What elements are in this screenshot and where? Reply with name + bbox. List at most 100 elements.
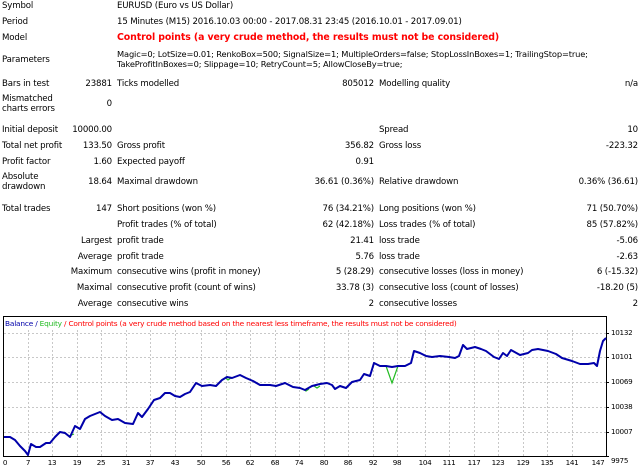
maximal-loss-label: consecutive loss (count of losses) — [379, 283, 519, 293]
model-label: Model — [2, 33, 28, 43]
largest-loss-label: loss trade — [379, 236, 420, 246]
absolute-drawdown-value: 18.64 — [88, 177, 112, 187]
x-tick-label: 104 — [418, 458, 432, 467]
y-tick-label: 9975 — [611, 456, 629, 465]
x-tick-label: 50 — [196, 458, 206, 467]
short-positions-label: Short positions (won %) — [117, 204, 216, 214]
spread-label: Spread — [379, 125, 409, 135]
chart-grid-vertical — [28, 330, 573, 456]
x-tick-label: 141 — [565, 458, 579, 467]
largest-profit-value: 21.41 — [350, 236, 374, 246]
legend-separator-2: / — [61, 319, 69, 328]
chart-legend: Balance / Equity / Control points (a ver… — [5, 319, 457, 328]
total-net-profit-label: Total net profit — [2, 141, 63, 151]
mismatched-label-2: charts errors — [2, 104, 55, 114]
absolute-drawdown-label-1: Absolute — [2, 172, 39, 182]
balance-line — [4, 337, 607, 456]
modelling-quality-value: n/a — [624, 79, 638, 89]
total-trades-label: Total trades — [2, 204, 51, 214]
average-consecutive-wins-label: consecutive wins — [117, 299, 189, 309]
x-tick-label: 43 — [170, 458, 180, 467]
average-loss-label: loss trade — [379, 252, 420, 262]
bars-in-test-value: 23881 — [85, 79, 112, 89]
x-tick-label: 31 — [121, 458, 131, 467]
mismatched-value: 0 — [106, 99, 112, 109]
short-positions-value: 76 (34.21%) — [322, 204, 375, 214]
bars-in-test-label: Bars in test — [2, 79, 50, 89]
parameters-line-2: TakeProfitInBoxes=0; Slippage=10; RetryC… — [117, 59, 403, 69]
y-tick-label: 10007 — [611, 427, 633, 436]
symbol-label: Symbol — [2, 1, 34, 11]
parameters-line-1: Magic=0; LotSize=0.01; RenkoBox=500; Sig… — [117, 49, 588, 59]
profit-factor-value: 1.60 — [93, 157, 112, 167]
x-tick-label: 147 — [591, 458, 605, 467]
loss-trades-label: Loss trades (% of total) — [379, 220, 476, 230]
mismatched-label-1: Mismatched — [2, 94, 53, 104]
parameters-label: Parameters — [2, 55, 50, 65]
ticks-modelled-label: Ticks modelled — [117, 79, 180, 89]
chart-y-ticks — [606, 333, 609, 457]
maximal-drawdown-value: 36.61 (0.36%) — [314, 177, 375, 187]
y-tick-label: 10132 — [611, 328, 633, 337]
y-tick-label: 10101 — [611, 352, 633, 361]
legend-control-points: Control points (a very crude method base… — [68, 319, 457, 328]
loss-trades-value: 85 (57.82%) — [586, 220, 639, 230]
x-tick-label: 98 — [392, 458, 402, 467]
maximal-loss-value: -18.20 (5) — [596, 283, 638, 293]
x-tick-label: 86 — [343, 458, 353, 467]
expected-payoff-label: Expected payoff — [117, 157, 185, 167]
modelling-quality-label: Modelling quality — [379, 79, 451, 89]
relative-drawdown-value: 0.36% (36.61) — [578, 177, 639, 187]
profit-factor-label: Profit factor — [2, 157, 51, 167]
y-tick-label: 10038 — [611, 402, 633, 411]
largest-loss-value: -5.06 — [616, 236, 639, 246]
x-tick-label: 62 — [245, 458, 255, 467]
average-consecutive-losses-value: 2 — [632, 299, 638, 309]
y-tick-label: 10069 — [611, 377, 633, 386]
maximum-prefix: Maximum — [70, 267, 112, 277]
x-tick-label: 111 — [442, 458, 456, 467]
x-tick-label: 7 — [25, 458, 31, 467]
largest-profit-label: profit trade — [117, 236, 164, 246]
relative-drawdown-label: Relative drawdown — [379, 177, 459, 187]
ticks-modelled-value: 805012 — [342, 79, 374, 89]
legend-separator: / — [33, 319, 40, 328]
absolute-drawdown-label-2: drawdown — [2, 182, 46, 192]
maximal-profit-value: 33.78 (3) — [335, 283, 374, 293]
legend-balance: Balance — [5, 319, 34, 328]
average-profit-label: profit trade — [117, 252, 164, 262]
period-value: 15 Minutes (M15) 2016.10.03 00:00 - 2017… — [117, 17, 462, 27]
x-tick-label: 13 — [47, 458, 57, 467]
initial-deposit-label: Initial deposit — [2, 125, 58, 135]
profit-trades-label: Profit trades (% of total) — [117, 220, 217, 230]
average-loss-value: -2.63 — [616, 252, 639, 262]
largest-prefix: Largest — [81, 236, 112, 246]
maximum-profit-label: consecutive wins (profit in money) — [117, 267, 261, 277]
average-consecutive-losses-label: consecutive losses — [379, 299, 457, 309]
x-tick-label: 19 — [72, 458, 82, 467]
x-tick-label: 117 — [467, 458, 481, 467]
average-consecutive-prefix: Average — [77, 299, 112, 309]
total-net-profit-value: 133.50 — [82, 141, 112, 151]
maximum-profit-value: 5 (28.29) — [335, 267, 374, 277]
x-tick-label: 25 — [96, 458, 106, 467]
maximal-drawdown-label: Maximal drawdown — [117, 177, 198, 187]
profit-trades-value: 62 (42.18%) — [322, 220, 375, 230]
gross-profit-value: 356.82 — [344, 141, 374, 151]
average-prefix: Average — [77, 252, 112, 262]
maximal-profit-label: consecutive profit (count of wins) — [117, 283, 256, 293]
x-tick-label: 74 — [294, 458, 304, 467]
x-tick-label: 92 — [368, 458, 378, 467]
maximum-loss-label: consecutive losses (loss in money) — [379, 267, 524, 277]
average-profit-value: 5.76 — [355, 252, 374, 262]
symbol-value: EURUSD (Euro vs US Dollar) — [117, 1, 234, 11]
x-tick-label: 37 — [145, 458, 155, 467]
chart-frame — [3, 316, 607, 457]
expected-payoff-value: 0.91 — [355, 157, 374, 167]
gross-loss-label: Gross loss — [379, 141, 422, 151]
period-label: Period — [2, 17, 28, 27]
chart-grid-horizontal — [4, 333, 606, 433]
average-consecutive-wins-value: 2 — [368, 299, 374, 309]
x-tick-label: 68 — [270, 458, 280, 467]
